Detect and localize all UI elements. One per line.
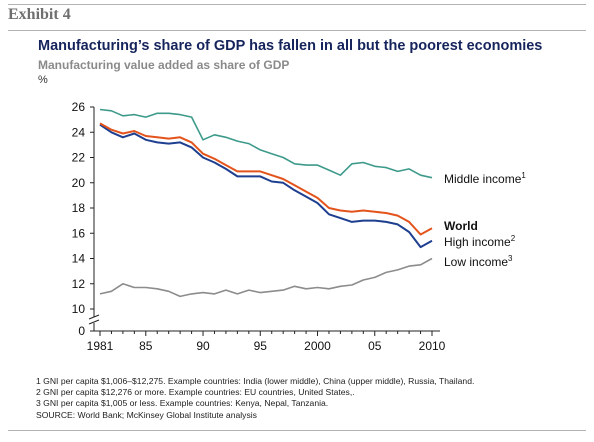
exhibit-label: Exhibit 4 (8, 6, 71, 23)
footnote-2: 2 GNI per capita $12,276 or more. Exampl… (36, 387, 355, 398)
top-rule (8, 4, 586, 5)
chart-axes: 0 10 12 14 16 18 20 22 24 26 1981 85 90 95 2000 05 2010 (72, 100, 446, 353)
series-line-low (99, 257, 433, 298)
y-tick-label: 26 (72, 100, 86, 114)
x-tick-label: 2000 (304, 339, 331, 353)
y-tick-label: 20 (72, 176, 86, 190)
series-line-world (99, 122, 433, 236)
x-tick-label: 90 (196, 339, 210, 353)
y-tick-label: 0 (78, 324, 85, 338)
axis-break-gap (89, 317, 99, 323)
y-tick-label: 12 (72, 277, 86, 291)
series-label-low: Low income3 (444, 254, 513, 269)
x-tick-label: 95 (254, 339, 268, 353)
axis-break-mark (88, 319, 100, 325)
y-axis-unit: % (38, 74, 48, 86)
chart-title: Manufacturing’s share of GDP has fallen … (38, 38, 543, 54)
series-label-middle: Middle income1 (444, 171, 526, 186)
footnotes: 1 GNI per capita $1,006–$12,275. Example… (36, 376, 474, 421)
header-rule (8, 30, 586, 31)
series-line-high (99, 123, 433, 249)
y-tick-label: 22 (72, 151, 86, 165)
footnote-3: 3 GNI per capita $1,005 or less. Example… (36, 398, 329, 409)
y-tick-label: 24 (72, 125, 86, 139)
x-tick-label: 1981 (87, 339, 114, 353)
y-tick-label: 18 (72, 201, 86, 215)
series-label-world: World (444, 219, 478, 233)
axis-break-mark (88, 314, 100, 320)
x-tick-label: 2010 (419, 339, 446, 353)
series-label-high: High income2 (444, 234, 516, 249)
y-tick-label: 10 (72, 302, 86, 316)
bottom-rule (8, 430, 586, 431)
x-tick-label: 05 (368, 339, 382, 353)
x-tick-label: 85 (139, 339, 153, 353)
series-line-middle (99, 108, 433, 179)
series-label-footnote-marker: 1 (521, 171, 526, 180)
chart-subtitle: Manufacturing value added as share of GD… (38, 58, 290, 72)
footnote-1: 1 GNI per capita $1,006–$12,275. Example… (36, 376, 475, 386)
series-label-footnote-marker: 3 (508, 254, 513, 263)
source-note: SOURCE: World Bank; McKinsey Global Inst… (36, 409, 257, 420)
y-tick-label: 14 (72, 252, 86, 266)
chart-series (99, 108, 433, 298)
series-label-footnote-marker: 2 (511, 234, 516, 243)
y-tick-label: 16 (72, 226, 86, 240)
